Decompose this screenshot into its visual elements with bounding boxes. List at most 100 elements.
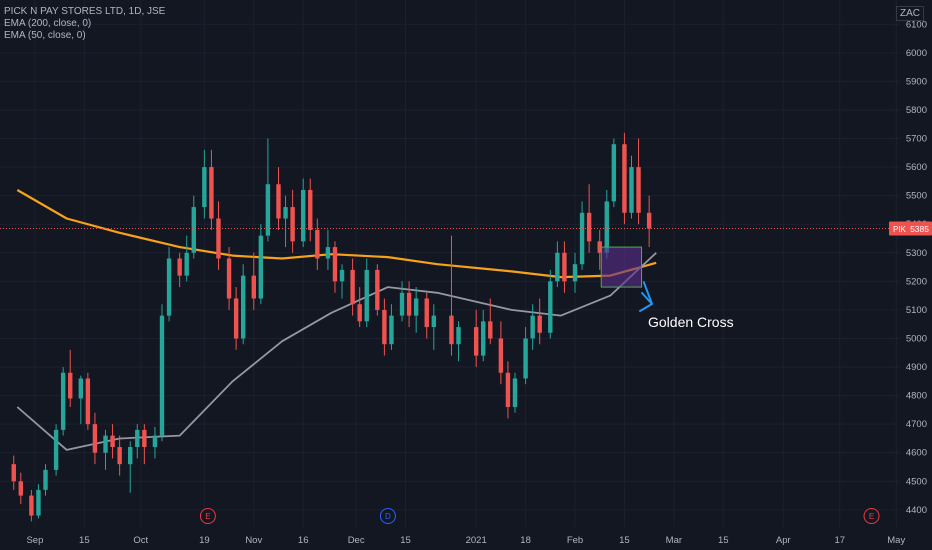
price-tick-label: 5300: [906, 248, 927, 259]
candle-body: [530, 315, 535, 339]
candle-body: [43, 469, 48, 490]
candle-body: [265, 184, 271, 236]
candle-down: [142, 424, 147, 465]
candle-up: [399, 281, 405, 322]
candle-up: [159, 304, 165, 442]
ema50-legend[interactable]: EMA (50, close, 0): [4, 30, 86, 41]
candle-body: [251, 275, 256, 299]
candle-body: [78, 378, 84, 399]
candle-up: [579, 201, 585, 270]
price-tick-label: 4700: [906, 419, 927, 430]
candle-body: [209, 167, 214, 219]
candle-down: [562, 241, 567, 293]
candle-down: [537, 298, 542, 345]
candle-down: [117, 435, 122, 476]
event-marker-circle: [199, 508, 216, 524]
candle-body: [152, 435, 158, 448]
time-axis[interactable]: Sep 15 Oct 19 Nov 16 Dec 15 2021 18 Feb 15 Mar 15 Apr 1…: [0, 527, 932, 550]
candle-down: [332, 241, 338, 293]
candle-body: [117, 447, 122, 465]
candle-up: [389, 304, 394, 350]
candle-down: [11, 455, 16, 490]
candle-body: [11, 464, 16, 482]
time-tick-label: Dec: [348, 535, 365, 546]
price-tick-label: 4400: [906, 505, 927, 516]
price-tick-label: 5200: [906, 276, 927, 287]
event-marker[interactable]: D: [379, 508, 396, 524]
candle-body: [629, 167, 634, 213]
candle-down: [505, 361, 511, 419]
golden-cross-label: Golden Cross: [648, 314, 734, 330]
time-tick-label: Nov: [245, 535, 262, 546]
currency-badge[interactable]: ZAC: [896, 6, 924, 21]
candle-body: [424, 298, 429, 328]
price-tick-label: 4600: [906, 448, 927, 459]
symbol-title[interactable]: PICK N PAY STORES LTD, 1D, JSE: [4, 6, 166, 17]
event-marker-label: E: [869, 512, 874, 521]
candle-up: [481, 309, 486, 362]
candle-down: [18, 472, 23, 505]
candle-body: [604, 201, 609, 253]
candle-down: [308, 178, 313, 242]
candle-up: [240, 264, 246, 345]
candle-body: [290, 207, 295, 242]
candle-down: [375, 264, 380, 316]
candle-up: [135, 424, 140, 459]
candle-down: [597, 229, 602, 270]
candle-down: [473, 309, 479, 368]
price-tick-label: 6000: [906, 48, 927, 59]
arrow-head-icon: [639, 292, 653, 312]
candle-down: [315, 218, 320, 270]
candle-down: [85, 372, 91, 430]
candle-up: [258, 224, 264, 305]
time-tick-label: 15: [79, 535, 90, 546]
candle-body: [449, 315, 454, 345]
price-tick-label: 6100: [906, 19, 927, 30]
candle-down: [209, 149, 214, 230]
time-axis-bg: [0, 527, 932, 550]
candle-up: [53, 424, 59, 476]
candle-body: [498, 338, 504, 373]
candle-body: [332, 247, 338, 282]
candle-body: [646, 212, 652, 229]
candle-body: [579, 212, 585, 265]
candle-body: [68, 372, 73, 399]
candle-up: [512, 372, 518, 413]
event-marker[interactable]: E: [199, 508, 216, 524]
candle-body: [142, 429, 147, 448]
candle-up: [184, 235, 189, 282]
price-axis[interactable]: 4400 4500 4600 4700 4800 4900 5000 5100 5200 5300…: [889, 0, 932, 550]
time-tick-label: 16: [298, 535, 309, 546]
price-tick-label: 4800: [906, 391, 927, 402]
candle-body: [226, 258, 232, 299]
candle-body: [597, 241, 602, 253]
ema200-legend[interactable]: EMA (200, close, 0): [4, 18, 92, 29]
event-marker-label: D: [385, 512, 391, 521]
candle-body: [283, 207, 288, 219]
candle-down: [622, 132, 627, 225]
candles: [11, 132, 652, 522]
candle-down: [357, 287, 362, 328]
candle-body: [562, 252, 567, 282]
candle-up: [431, 304, 437, 350]
candle-body: [636, 167, 641, 213]
candle-up: [301, 178, 306, 248]
candle-up: [43, 464, 48, 496]
candle-body: [364, 269, 369, 322]
candle-up: [103, 429, 108, 470]
candle-down: [233, 287, 239, 350]
candle-body: [537, 315, 542, 333]
candle-body: [216, 218, 221, 259]
annotations: Golden Cross: [0, 228, 900, 330]
candle-body: [406, 292, 412, 316]
candle-up: [523, 327, 528, 385]
candle-body: [488, 321, 493, 339]
candle-body: [159, 315, 165, 436]
candle-down: [68, 349, 73, 408]
time-tick-label: 2021: [466, 535, 487, 546]
candle-body: [339, 269, 345, 282]
event-marker[interactable]: E: [863, 508, 880, 524]
candle-body: [572, 264, 578, 282]
